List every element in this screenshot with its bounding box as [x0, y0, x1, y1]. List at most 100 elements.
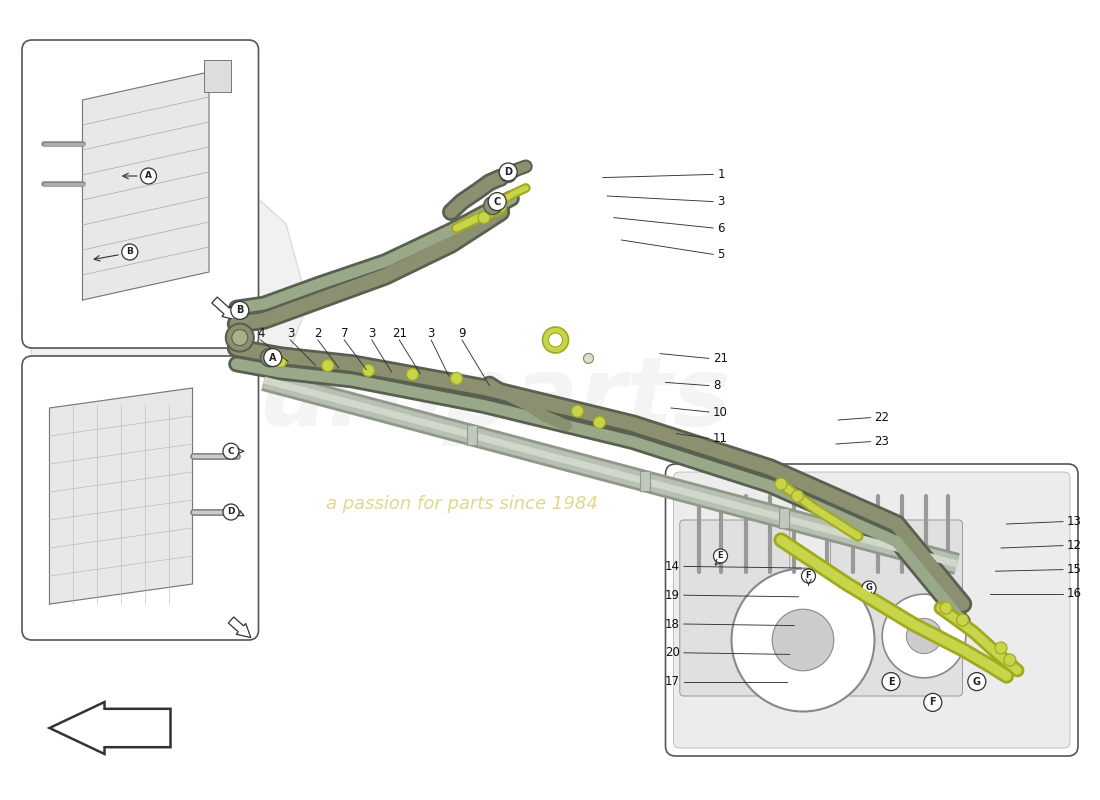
Text: 13: 13 — [1067, 515, 1082, 528]
Polygon shape — [50, 388, 192, 604]
Text: F: F — [930, 698, 936, 707]
Circle shape — [226, 323, 254, 352]
Text: europarts: europarts — [194, 354, 730, 446]
Text: D: D — [228, 507, 234, 517]
Text: 10: 10 — [713, 406, 728, 418]
Circle shape — [223, 443, 239, 459]
Circle shape — [86, 256, 134, 304]
Circle shape — [862, 581, 876, 595]
Bar — [640, 471, 650, 491]
Text: 3: 3 — [428, 327, 435, 340]
Text: 8: 8 — [713, 379, 721, 392]
Text: 20: 20 — [664, 646, 680, 659]
Circle shape — [484, 197, 502, 214]
FancyBboxPatch shape — [830, 520, 962, 696]
Circle shape — [957, 614, 968, 626]
Text: 21: 21 — [392, 327, 407, 340]
Text: C: C — [494, 197, 501, 206]
Text: 14: 14 — [664, 560, 680, 573]
Text: 5: 5 — [717, 248, 725, 261]
Circle shape — [264, 349, 282, 366]
Text: 1: 1 — [717, 168, 725, 181]
Bar — [204, 60, 231, 92]
Text: 11: 11 — [713, 432, 728, 445]
Text: G: G — [866, 583, 872, 593]
Text: 3: 3 — [368, 327, 375, 340]
FancyBboxPatch shape — [666, 464, 1078, 756]
FancyBboxPatch shape — [22, 356, 258, 640]
FancyArrow shape — [229, 617, 251, 638]
Circle shape — [882, 673, 900, 690]
Text: A: A — [270, 353, 276, 362]
Text: G: G — [972, 677, 981, 686]
Circle shape — [542, 327, 569, 353]
Circle shape — [407, 368, 418, 380]
Polygon shape — [82, 72, 209, 300]
Circle shape — [231, 302, 249, 319]
Circle shape — [499, 163, 517, 181]
Text: B: B — [236, 306, 243, 315]
Text: 18: 18 — [664, 618, 680, 630]
Text: 2: 2 — [315, 327, 321, 340]
Circle shape — [500, 166, 516, 182]
Text: 19: 19 — [664, 589, 680, 602]
Polygon shape — [22, 128, 308, 416]
Circle shape — [772, 610, 834, 670]
Circle shape — [792, 490, 803, 502]
Circle shape — [232, 330, 248, 346]
Circle shape — [968, 673, 986, 690]
FancyBboxPatch shape — [680, 520, 790, 696]
Circle shape — [488, 193, 506, 210]
Circle shape — [802, 569, 815, 583]
Circle shape — [223, 504, 239, 520]
Bar — [466, 426, 477, 445]
FancyArrow shape — [212, 297, 236, 320]
Circle shape — [732, 569, 874, 711]
Circle shape — [478, 212, 490, 223]
Circle shape — [141, 168, 156, 184]
Bar — [779, 508, 789, 528]
Text: a passion for parts since 1984: a passion for parts since 1984 — [326, 495, 598, 513]
Text: 6: 6 — [717, 222, 725, 234]
Circle shape — [996, 642, 1006, 654]
Circle shape — [906, 618, 942, 654]
Text: A: A — [145, 171, 152, 181]
Text: 16: 16 — [1067, 587, 1082, 600]
FancyBboxPatch shape — [673, 472, 1070, 748]
Text: F: F — [805, 571, 812, 581]
Text: B: B — [126, 247, 133, 257]
Text: 3: 3 — [287, 327, 294, 340]
Text: 3: 3 — [717, 195, 725, 208]
Circle shape — [594, 416, 605, 429]
Text: 23: 23 — [874, 435, 890, 448]
Text: C: C — [228, 446, 234, 456]
Circle shape — [549, 333, 562, 347]
Text: 4: 4 — [257, 327, 264, 340]
Circle shape — [261, 349, 278, 366]
Text: 7: 7 — [341, 327, 348, 340]
Circle shape — [572, 405, 583, 418]
Text: 21: 21 — [713, 352, 728, 365]
Circle shape — [451, 372, 462, 384]
Circle shape — [882, 594, 966, 678]
Text: 12: 12 — [1067, 539, 1082, 552]
Circle shape — [50, 219, 170, 341]
FancyArrow shape — [50, 702, 170, 754]
Text: E: E — [717, 551, 724, 561]
Text: D: D — [504, 167, 513, 177]
Text: 22: 22 — [874, 411, 890, 424]
FancyBboxPatch shape — [22, 40, 258, 348]
Text: 15: 15 — [1067, 563, 1082, 576]
Circle shape — [940, 602, 952, 614]
Circle shape — [776, 478, 786, 490]
Circle shape — [322, 359, 333, 371]
Circle shape — [495, 200, 506, 212]
Circle shape — [275, 355, 286, 367]
Circle shape — [122, 244, 138, 260]
Circle shape — [714, 549, 727, 563]
Text: 17: 17 — [664, 675, 680, 688]
Circle shape — [1004, 654, 1015, 666]
Circle shape — [363, 364, 374, 376]
Circle shape — [924, 694, 942, 711]
Circle shape — [583, 354, 594, 363]
